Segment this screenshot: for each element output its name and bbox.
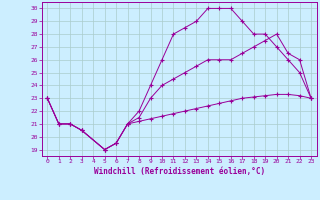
- X-axis label: Windchill (Refroidissement éolien,°C): Windchill (Refroidissement éolien,°C): [94, 167, 265, 176]
